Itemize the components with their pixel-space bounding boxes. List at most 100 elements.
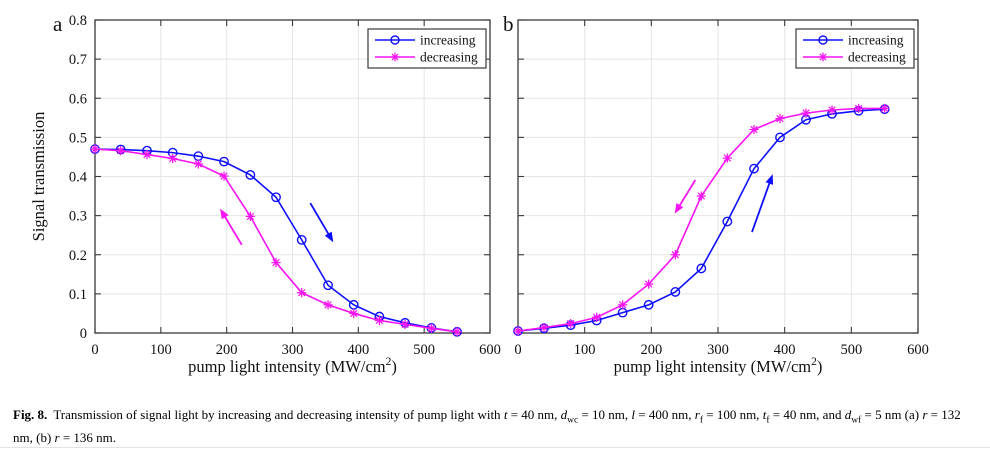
circle-marker	[323, 280, 333, 291]
caption-segment: = 40 nm,	[507, 407, 561, 422]
legend-label: increasing	[848, 33, 904, 48]
asterisk-marker	[90, 144, 100, 154]
caption-segment: f	[699, 415, 703, 426]
circle-marker	[775, 132, 785, 143]
y-tick-labels: 0 0.1 0.2 0.3 0.4 0.5 0.6 0.7 0.8	[69, 13, 88, 342]
asterisk-marker	[390, 52, 400, 62]
series-decreasing-line	[517, 107, 885, 332]
legend-item-decreasing: decreasing	[375, 50, 478, 65]
caption-segment: = 100 nm,	[702, 407, 763, 422]
direction-arrow	[751, 174, 774, 233]
x-tick-label: 100	[150, 342, 172, 358]
asterisk-marker	[818, 52, 828, 62]
asterisk-marker	[452, 327, 462, 337]
direction-arrow	[674, 179, 697, 214]
circle-marker	[749, 163, 759, 174]
caption-segment: r	[54, 430, 60, 446]
x-tick-label: 600	[479, 342, 501, 358]
y-tick-label: 0.7	[69, 52, 87, 68]
caption-segment: Fig. 8.	[13, 407, 48, 422]
series-increasing	[90, 144, 462, 337]
x-axis-title: pump light intensity (MW/cm2)	[188, 356, 397, 376]
tick-marks	[94, 19, 491, 334]
y-tick-label: 0.1	[69, 287, 87, 303]
asterisk-marker	[644, 279, 654, 289]
x-tick-label: 400	[347, 342, 369, 358]
asterisk-marker	[168, 153, 178, 164]
panel-b: 0 100 200 300 400 500 600 b pump light intensity…	[503, 12, 929, 376]
legend-item-increasing: increasing	[803, 33, 904, 48]
y-tick-label: 0.3	[69, 209, 87, 225]
circle-marker	[271, 192, 281, 203]
asterisk-marker	[827, 105, 837, 115]
circle-marker	[296, 234, 307, 245]
x-tick-label: 100	[574, 342, 596, 358]
x-tick-label: 500	[413, 342, 435, 358]
legend-item-increasing: increasing	[375, 33, 476, 48]
series-increasing-line	[517, 108, 885, 332]
series-decreasing	[513, 103, 890, 336]
caption-segment: Transmission of signal light by increasi…	[53, 407, 504, 422]
x-tick-label: 300	[707, 342, 729, 358]
x-tick-label: 200	[640, 342, 662, 358]
asterisk-marker	[142, 149, 152, 160]
x-tick-label: 400	[774, 342, 796, 358]
y-tick-label: 0	[80, 326, 87, 342]
x-tick-label: 0	[514, 342, 521, 358]
y-tick-label: 0.2	[69, 248, 87, 264]
asterisk-marker	[801, 108, 811, 118]
asterisk-marker	[245, 211, 255, 222]
circle-marker	[390, 35, 400, 45]
circle-marker	[696, 263, 707, 274]
series-increasing-line	[94, 148, 458, 333]
x-tick-label: 0	[91, 342, 98, 358]
caption-segment: = 136 nm.	[59, 430, 117, 446]
asterisk-marker	[271, 257, 281, 268]
asterisk-marker	[374, 315, 384, 326]
x-tick-label: 300	[282, 342, 304, 358]
x-tick-labels: 0 100 200 300 400 500 600	[91, 342, 501, 358]
caption-segment: t	[503, 407, 508, 422]
circle-marker	[245, 170, 256, 180]
legend: increasing decreasing	[367, 28, 487, 69]
x-tick-label: 200	[216, 342, 238, 358]
page-divider-rule	[0, 447, 990, 448]
asterisk-marker	[749, 124, 759, 135]
asterisk-marker	[513, 326, 523, 336]
direction-arrow	[309, 202, 334, 243]
panel-letter-label: a	[53, 12, 63, 36]
y-tick-label: 0.4	[69, 170, 88, 186]
caption-segment: = 40 nm, and	[769, 407, 845, 422]
asterisk-marker	[722, 153, 732, 163]
asterisk-marker	[618, 300, 628, 310]
series-decreasing	[90, 144, 462, 337]
caption-segment: r	[694, 407, 700, 422]
asterisk-marker	[219, 171, 229, 181]
asterisk-marker	[539, 322, 549, 333]
circle-marker	[219, 156, 229, 167]
legend: increasing decreasing	[795, 28, 915, 69]
asterisk-marker	[426, 323, 437, 333]
asterisk-marker	[400, 319, 410, 329]
legend-box	[367, 28, 487, 69]
caption-segment: d	[560, 407, 568, 422]
legend-label: decreasing	[420, 50, 478, 65]
caption-segment: = 132 nm, (b)	[13, 407, 961, 446]
legend-label: decreasing	[848, 50, 906, 65]
panel-a: 0 100 200 300 400 500 600 0 0.1 0.2 0.3 0.4 0.5 0.6 0.…	[29, 12, 501, 376]
caption-segment: f	[766, 415, 770, 426]
asterisk-marker	[193, 159, 203, 169]
caption-segment: r	[922, 407, 928, 422]
figure-caption: Fig. 8. Transmission of signal light by i…	[13, 405, 977, 448]
caption-segment: = 10 nm,	[578, 407, 632, 422]
caption-segment: wc	[567, 415, 579, 426]
asterisk-marker	[349, 308, 359, 319]
asterisk-marker	[566, 319, 576, 329]
asterisk-marker	[880, 103, 890, 114]
asterisk-marker	[297, 288, 307, 298]
circle-marker	[670, 287, 681, 297]
direction-arrow	[220, 208, 243, 246]
asterisk-marker	[592, 312, 602, 322]
asterisk-marker	[775, 113, 785, 124]
